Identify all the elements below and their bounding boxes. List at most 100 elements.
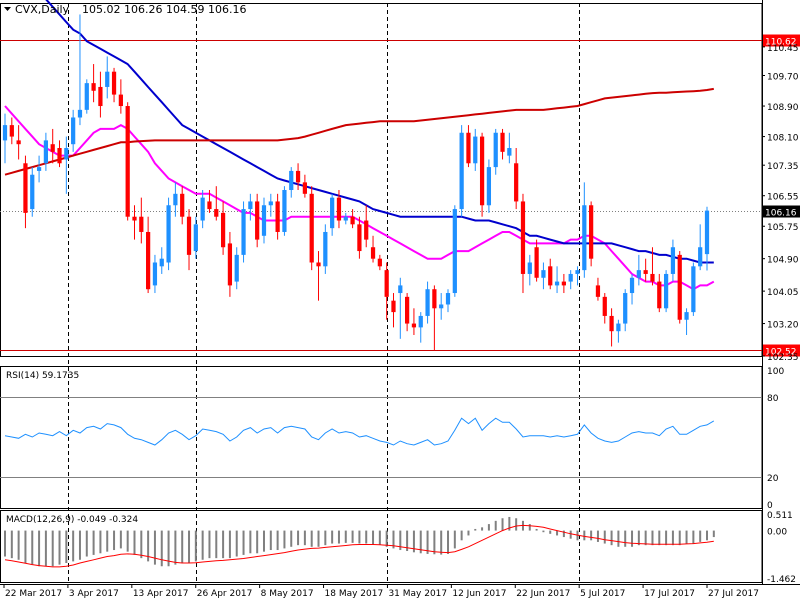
macd-histogram-bar	[474, 528, 477, 531]
current-price-label: 106.16	[765, 209, 797, 219]
macd-histogram-bar	[665, 530, 668, 546]
candle-body	[391, 300, 396, 313]
candle-body	[411, 323, 417, 328]
macd-histogram-bar	[10, 530, 13, 559]
level-price-label: 102.52	[765, 348, 797, 358]
time-tick-label: 26 Apr 2017	[197, 589, 253, 599]
time-tick-label: 22 Jun 2017	[516, 589, 570, 599]
macd-title: MACD(12,26,9) -0.049 -0.324	[6, 515, 138, 525]
macd-histogram-bar	[167, 530, 170, 567]
macd-histogram-bar	[412, 530, 415, 553]
candle-body	[159, 258, 164, 267]
macd-histogram-bar	[651, 530, 654, 546]
macd-histogram-bar	[208, 530, 211, 559]
candle-body	[364, 220, 369, 240]
candle-body	[146, 231, 151, 290]
macd-histogram-bar	[228, 530, 231, 559]
macd-histogram-bar	[528, 524, 531, 531]
macd-histogram-bar	[92, 530, 95, 555]
candle-body	[398, 285, 403, 294]
candle-body	[691, 266, 696, 313]
candle-body	[357, 224, 362, 252]
macd-histogram-bar	[126, 530, 129, 552]
macd-histogram-bar	[603, 530, 606, 544]
macd-histogram-bar	[119, 530, 122, 549]
candle-body	[343, 216, 348, 221]
macd-histogram-bar	[583, 530, 586, 541]
rsi-tick-label: 100	[767, 367, 784, 377]
candle-body	[125, 106, 130, 217]
macd-histogram-bar	[160, 530, 163, 567]
candle-body	[568, 273, 573, 282]
candle-body	[548, 266, 553, 286]
macd-histogram-bar	[290, 530, 293, 547]
candle-body	[91, 83, 96, 91]
macd-histogram-bar	[58, 530, 61, 565]
macd-histogram-bar	[447, 530, 450, 554]
candle-body	[295, 170, 301, 183]
macd-histogram-bar	[276, 530, 279, 551]
macd-histogram-bar	[590, 530, 593, 541]
macd-histogram-bar	[133, 530, 136, 555]
candle-body	[377, 258, 382, 267]
candle-body	[439, 304, 444, 309]
macd-histogram-bar	[337, 530, 340, 544]
macd-histogram-bar	[460, 530, 463, 541]
candle-body	[370, 247, 376, 259]
macd-histogram-bar	[617, 530, 620, 547]
candle-body	[554, 281, 560, 286]
macd-histogram-bar	[194, 530, 197, 562]
macd-histogram-bar	[51, 530, 54, 567]
macd-histogram-bar	[426, 530, 429, 554]
candle-body	[71, 117, 76, 145]
candle-body	[220, 212, 226, 248]
macd-histogram-bar	[303, 530, 306, 546]
candle-body	[227, 243, 233, 286]
macd-histogram-bar	[242, 530, 245, 555]
candle-body	[302, 182, 307, 194]
ohlc-label: 105.02 106.26 104.59 106.16	[82, 3, 246, 16]
candle-body	[425, 289, 430, 316]
candle-body	[193, 224, 198, 252]
time-tick-label: 5 Jul 2017	[580, 589, 625, 599]
candle-body	[43, 140, 49, 164]
candle-body	[561, 281, 566, 286]
macd-histogram-bar	[174, 530, 177, 565]
rsi-tick-label: 0	[767, 501, 773, 511]
level-price-tag	[763, 34, 800, 47]
macd-histogram-bar	[153, 530, 156, 565]
candle-body	[350, 216, 355, 225]
triangle-down-icon[interactable]	[4, 7, 11, 11]
candle-body	[418, 315, 423, 328]
time-tick-label: 18 May 2017	[325, 589, 384, 599]
price-tick-label: 104.90	[767, 256, 799, 266]
macd-histogram-bar	[24, 530, 27, 564]
macd-histogram-bar	[637, 530, 640, 546]
candle-body	[541, 270, 546, 278]
macd-histogram-bar	[610, 530, 613, 546]
candle-body	[520, 201, 526, 274]
candle-body	[663, 273, 669, 309]
macd-histogram-bar	[399, 530, 402, 551]
macd-histogram-bar	[685, 530, 688, 544]
candle-body	[23, 163, 28, 213]
candle-body	[64, 148, 69, 160]
macd-histogram-bar	[706, 530, 708, 541]
macd-histogram-bar	[624, 530, 627, 547]
macd-histogram-bar	[17, 530, 20, 560]
macd-histogram-bar	[65, 530, 68, 564]
candle-body	[255, 201, 260, 240]
candle-body	[132, 216, 137, 221]
time-tick-label: 12 Jun 2017	[452, 589, 506, 599]
header: CVX,Daily 105.02 106.26 104.59 106.16	[4, 3, 246, 16]
candle-body	[514, 163, 519, 202]
price-tick-label: 103.20	[767, 321, 799, 331]
macd-signal-line	[4, 524, 714, 568]
macd-histogram-bar	[658, 530, 661, 546]
macd-histogram-bar	[262, 530, 265, 552]
candle-body	[289, 170, 294, 190]
macd-histogram-bar	[331, 530, 334, 544]
candle-body	[214, 209, 219, 217]
price-tick-label: 106.55	[767, 193, 799, 203]
